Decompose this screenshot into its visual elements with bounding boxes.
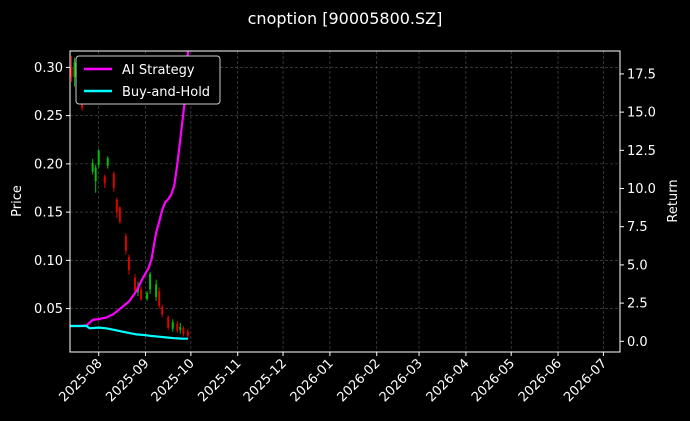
candle-body [124, 236, 127, 251]
y2-tick-label: 17.5 [627, 67, 656, 82]
candle-body [133, 277, 136, 291]
series-line-ai-strategy [70, 51, 189, 328]
y2-tick-label: 15.0 [627, 106, 656, 121]
return-lines [70, 51, 189, 340]
candle-body [146, 293, 149, 299]
candle-body [182, 327, 185, 334]
y2-axis-title: Return [666, 179, 681, 222]
legend-label-ai-strategy: AI Strategy [122, 63, 195, 78]
candle-body [94, 167, 97, 182]
y2-tick-label: 5.0 [627, 258, 648, 273]
y2-tick-label: 0.0 [627, 335, 648, 350]
y2-tick-label: 2.5 [627, 297, 648, 312]
candle-body [161, 306, 164, 315]
candle-body [112, 173, 115, 188]
legend-label-buy-and-hold: Buy-and-Hold [122, 85, 210, 100]
y-tick-label: 0.15 [34, 206, 63, 221]
candle-body [118, 207, 121, 222]
y2-tick-label: 12.5 [627, 144, 656, 159]
y-tick-label: 0.25 [34, 109, 63, 124]
y-axis-title: Price [10, 185, 25, 217]
candle-body [73, 62, 76, 78]
candle-body [140, 289, 143, 299]
candle-body [176, 324, 179, 331]
chart-title: cnoption [90005800.SZ] [248, 9, 443, 28]
candle-body [103, 176, 106, 184]
plot-frame [69, 50, 621, 353]
candle-body [149, 273, 152, 290]
candle-body [91, 162, 94, 172]
y-tick-label: 0.20 [34, 157, 63, 172]
candle-body [115, 199, 118, 213]
y-tick-label: 0.05 [34, 302, 63, 317]
candle-body [97, 150, 100, 165]
legend: AI Strategy Buy-and-Hold [75, 55, 221, 105]
series-line-buy-and-hold [70, 324, 188, 340]
y2-tick-label: 10.0 [627, 182, 656, 197]
candle-body [179, 326, 182, 330]
candle-body [186, 331, 189, 336]
y-tick-label: 0.30 [34, 61, 63, 76]
candle-body [106, 158, 109, 166]
candle-body [127, 257, 130, 270]
y2-tick-label: 7.5 [627, 220, 648, 235]
y-tick-label: 0.10 [34, 254, 63, 269]
candle-body [167, 317, 170, 328]
candle-body [70, 67, 73, 78]
candle-body [158, 291, 161, 306]
candle-body [155, 284, 158, 298]
candle-body [171, 322, 174, 329]
